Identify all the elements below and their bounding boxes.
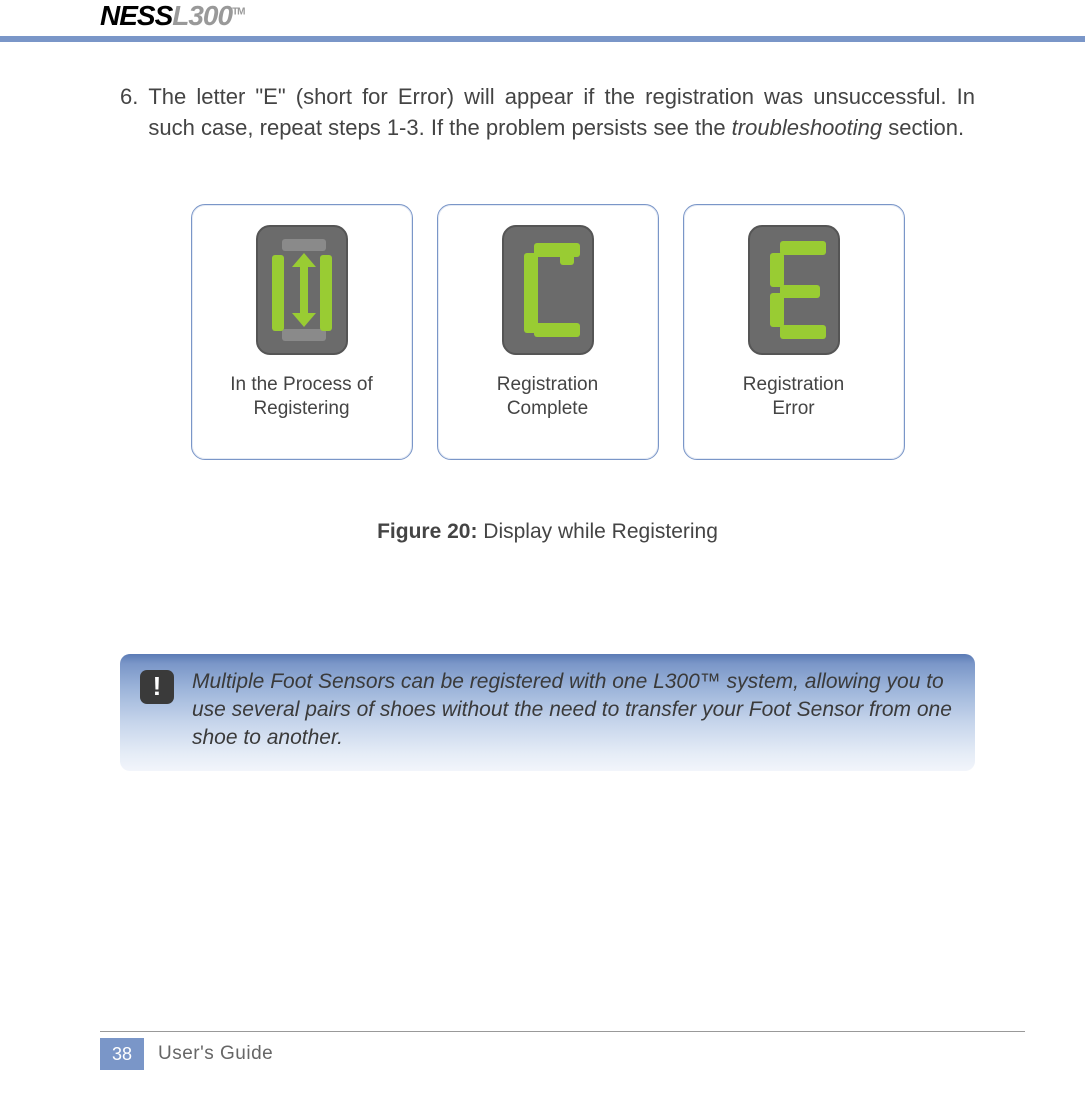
step-number: 6. xyxy=(120,82,138,144)
figure-title: Display while Registering xyxy=(477,520,717,543)
logo-brand: NESS xyxy=(100,0,172,31)
logo-trademark: TM xyxy=(232,7,244,18)
step-text: The letter "E" (short for Error) will ap… xyxy=(148,82,975,144)
segment-on xyxy=(780,241,826,255)
segment-on xyxy=(780,325,826,339)
step-text-post: section. xyxy=(882,115,964,140)
footer-divider xyxy=(100,1031,1025,1032)
card-label: Registration Complete xyxy=(487,373,608,422)
segment-on xyxy=(770,293,784,327)
segment-dim xyxy=(282,329,326,341)
figure-cards: In the Process of Registering Registrati… xyxy=(120,204,975,460)
product-logo: NESSL300TM xyxy=(100,0,1085,32)
figure-caption: Figure 20: Display while Registering xyxy=(120,520,975,544)
instruction-step: 6. The letter "E" (short for Error) will… xyxy=(120,82,975,144)
card-label-line2: Error xyxy=(772,398,814,419)
seven-segment-display xyxy=(502,225,594,355)
segment-on xyxy=(320,255,332,331)
card-label-line1: In the Process of xyxy=(230,374,373,395)
card-label: In the Process of Registering xyxy=(220,373,383,422)
exclamation-icon: ! xyxy=(140,670,174,704)
status-card-error: Registration Error xyxy=(683,204,905,460)
status-card-complete: Registration Complete xyxy=(437,204,659,460)
card-label: Registration Error xyxy=(733,373,854,422)
footer-bar: 38 User's Guide xyxy=(100,1038,1025,1070)
segment-dim xyxy=(282,239,326,251)
segment-on xyxy=(560,243,574,265)
step-text-italic: troubleshooting xyxy=(732,115,882,140)
page-content: 6. The letter "E" (short for Error) will… xyxy=(0,42,1085,771)
segment-on xyxy=(524,253,538,333)
status-card-registering: In the Process of Registering xyxy=(191,204,413,460)
figure-number: Figure 20: xyxy=(377,520,477,543)
segment-on xyxy=(534,323,580,337)
note-text: Multiple Foot Sensors can be registered … xyxy=(192,668,955,753)
page-footer: 38 User's Guide xyxy=(100,1031,1025,1070)
segment-on xyxy=(770,253,784,287)
segment-on xyxy=(272,255,284,331)
seven-segment-display xyxy=(256,225,348,355)
card-label-line2: Complete xyxy=(507,398,588,419)
seven-segment-display xyxy=(748,225,840,355)
page-header: NESSL300TM xyxy=(0,0,1085,32)
card-label-line2: Registering xyxy=(253,398,349,419)
card-label-line1: Registration xyxy=(497,374,598,395)
footer-label: User's Guide xyxy=(144,1038,273,1070)
note-callout: ! Multiple Foot Sensors can be registere… xyxy=(120,654,975,771)
logo-model: L300 xyxy=(172,0,232,31)
page-number: 38 xyxy=(100,1038,144,1070)
segment-on xyxy=(780,285,820,298)
arrow-down-icon xyxy=(292,313,316,327)
arrow-shaft xyxy=(300,261,308,321)
card-label-line1: Registration xyxy=(743,374,844,395)
